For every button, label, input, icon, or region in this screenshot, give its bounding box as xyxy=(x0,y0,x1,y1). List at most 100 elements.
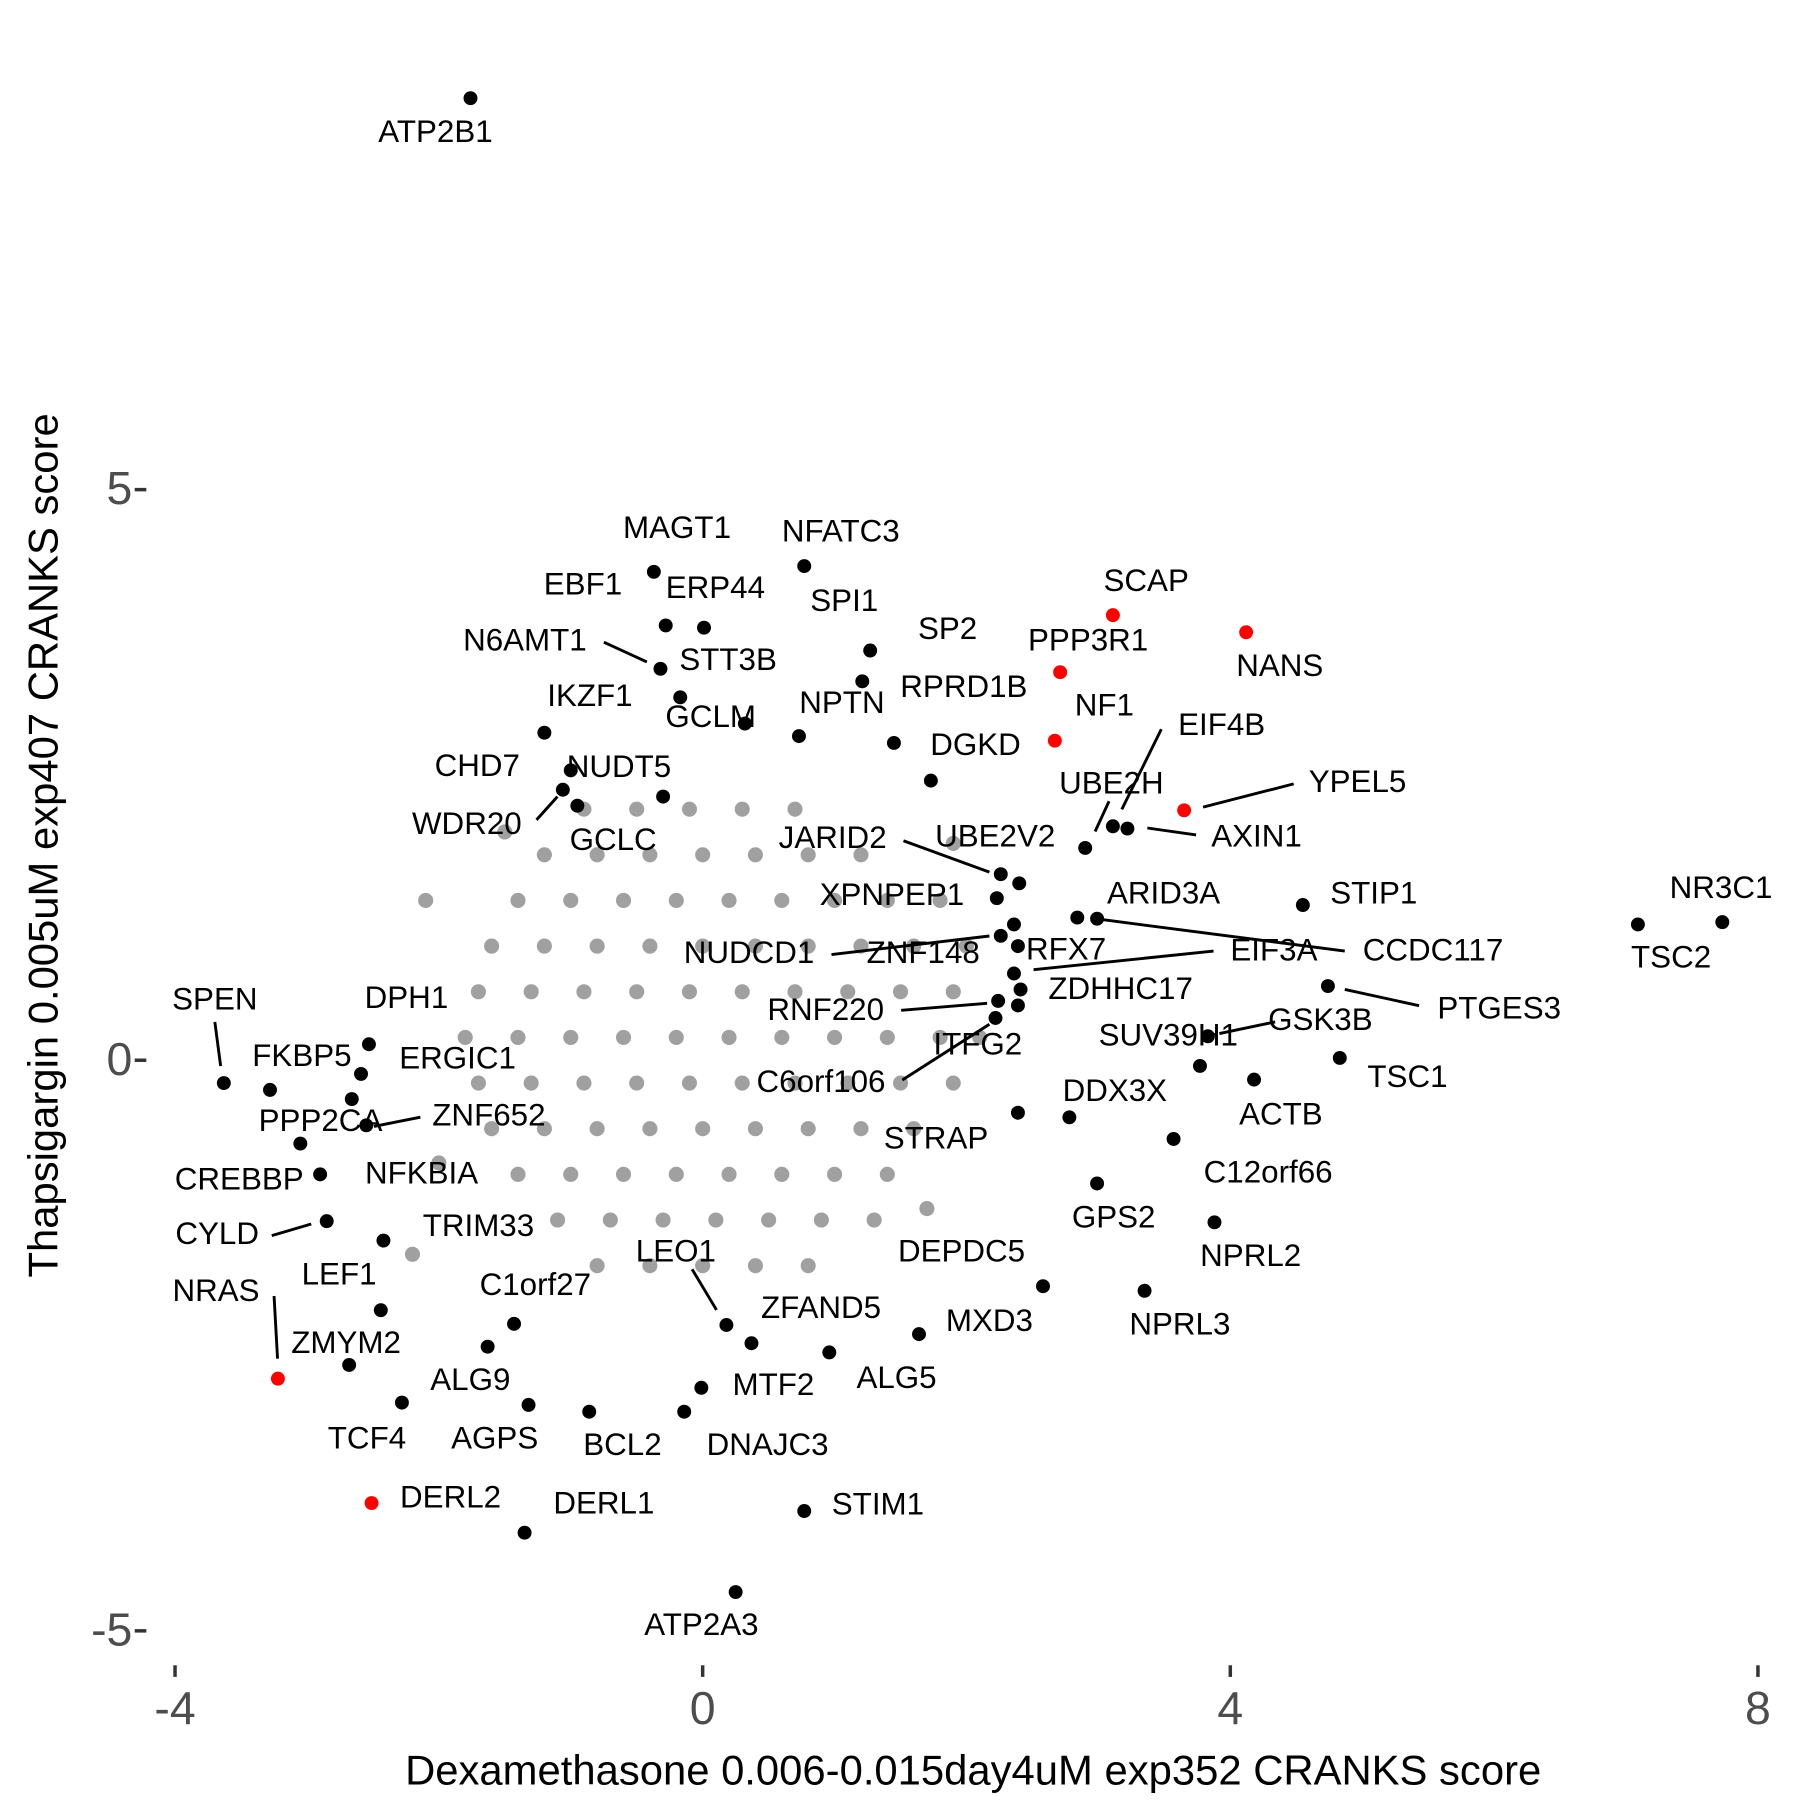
point-label: NF1 xyxy=(1075,688,1134,723)
point-label: ITFG2 xyxy=(933,1027,1022,1062)
point xyxy=(563,763,578,778)
background-point xyxy=(787,1075,803,1091)
point xyxy=(1012,876,1027,891)
background-point xyxy=(589,1258,605,1274)
point xyxy=(1007,917,1021,932)
point-label: RPRD1B xyxy=(900,669,1027,704)
point xyxy=(855,674,870,689)
point xyxy=(653,661,668,676)
background-point xyxy=(787,984,803,1000)
point-label: YPEL5 xyxy=(1309,764,1407,799)
y-tick-label: 0 xyxy=(107,1033,133,1085)
leader-line xyxy=(901,1023,991,1082)
y-tick-label: 5 xyxy=(107,462,133,514)
point-label: ZFAND5 xyxy=(761,1290,881,1325)
point xyxy=(270,1371,285,1386)
point xyxy=(1062,1110,1077,1125)
background-point xyxy=(510,892,526,909)
background-point xyxy=(800,847,816,863)
point-label: ZNF652 xyxy=(432,1097,545,1132)
point xyxy=(658,618,673,633)
background-point xyxy=(827,1166,843,1182)
point-label: GCLM xyxy=(665,699,756,734)
background-point xyxy=(721,1166,737,1182)
point-label: DERL1 xyxy=(553,1485,654,1520)
background-point xyxy=(945,1075,961,1091)
point-label: UBE2V2 xyxy=(935,819,1055,854)
point-label: NUDT5 xyxy=(567,749,671,784)
point-label: C1orf27 xyxy=(480,1267,592,1302)
background-point xyxy=(523,984,539,1000)
background-point xyxy=(958,938,975,954)
point-label: C6orf106 xyxy=(757,1064,886,1099)
point-label: MTF2 xyxy=(732,1367,814,1402)
background-point xyxy=(695,938,711,954)
point xyxy=(912,1327,926,1342)
point-label: DNAJC3 xyxy=(707,1427,829,1462)
background-point xyxy=(708,1212,724,1228)
background-point xyxy=(681,1075,698,1091)
leader-line xyxy=(1147,826,1197,837)
point xyxy=(1120,821,1135,836)
point-label: ZNF148 xyxy=(867,935,980,970)
point-label: ZMYM2 xyxy=(291,1325,401,1360)
point-label: STIM1 xyxy=(832,1486,924,1521)
background-point xyxy=(695,1258,711,1274)
point xyxy=(1090,1176,1105,1191)
leader-line xyxy=(271,1222,312,1238)
point xyxy=(342,1357,357,1372)
background-point xyxy=(668,1166,684,1182)
background-point xyxy=(932,1029,948,1045)
background-point xyxy=(932,892,948,909)
point xyxy=(1207,1215,1222,1230)
point xyxy=(1078,840,1093,855)
point-label: SPI1 xyxy=(810,583,878,618)
point xyxy=(359,1118,374,1133)
point xyxy=(1715,915,1730,930)
leader-line xyxy=(1202,782,1295,809)
point xyxy=(1010,939,1025,954)
point-label: EIF3A xyxy=(1230,933,1317,968)
point xyxy=(319,1214,334,1229)
point-label: XPNPEP1 xyxy=(820,877,965,912)
point-label: NR3C1 xyxy=(1670,870,1773,905)
point-label: AGPS xyxy=(451,1420,538,1455)
point-label: GCLC xyxy=(570,822,657,857)
point xyxy=(737,716,752,731)
background-point xyxy=(523,1075,539,1091)
background-point xyxy=(747,847,763,863)
point xyxy=(993,867,1008,882)
background-point xyxy=(589,938,605,954)
background-point xyxy=(629,1075,645,1091)
background-point xyxy=(589,1121,605,1137)
point-label: RNF220 xyxy=(767,992,884,1027)
point xyxy=(791,729,806,744)
leader-line xyxy=(901,1001,988,1012)
leader-line xyxy=(1093,800,1111,833)
background-point xyxy=(840,984,856,1000)
point-label: EBF1 xyxy=(544,567,622,602)
point xyxy=(376,1233,391,1248)
point-label: DGKD xyxy=(930,727,1021,762)
point-label: PTGES3 xyxy=(1437,991,1561,1026)
point xyxy=(797,559,812,574)
point-label: LEO1 xyxy=(636,1233,716,1268)
background-point xyxy=(576,984,592,1000)
background-point xyxy=(681,801,698,817)
point-label: SPEN xyxy=(172,981,257,1016)
background-point xyxy=(418,892,434,909)
background-point xyxy=(563,1166,579,1182)
point-label: CYLD xyxy=(175,1216,259,1251)
point xyxy=(886,736,901,750)
background-point xyxy=(668,892,684,909)
point xyxy=(863,643,878,658)
point-label: STT3B xyxy=(679,642,777,677)
point-label: MXD3 xyxy=(946,1303,1033,1338)
point xyxy=(1332,1050,1347,1065)
point-label: BCL2 xyxy=(583,1427,661,1462)
point xyxy=(394,1395,409,1410)
background-point xyxy=(734,984,750,1000)
point xyxy=(344,1092,359,1107)
background-point xyxy=(497,824,513,840)
background-point xyxy=(827,1029,843,1045)
